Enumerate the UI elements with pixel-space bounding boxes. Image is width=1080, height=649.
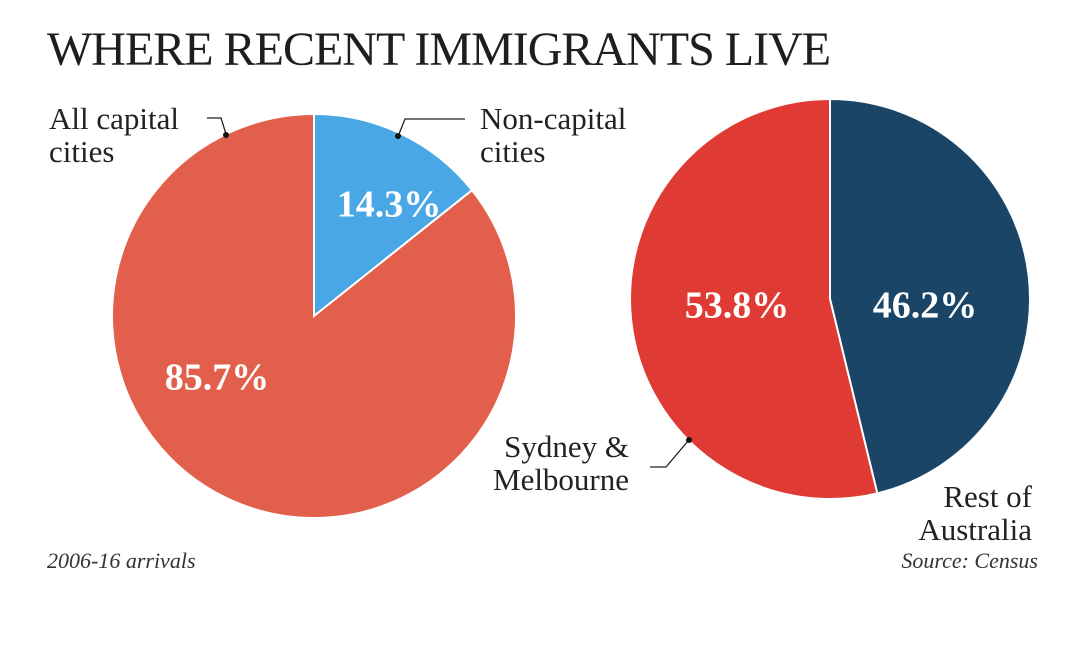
pie-slice-rest-of-australia (829, 97, 1032, 495)
pie-slice-non-capital-cities (313, 112, 474, 319)
label-line: Rest of (943, 479, 1032, 514)
label-sydney-melbourne: Sydney & Melbourne (493, 430, 629, 496)
label-line: Melbourne (493, 462, 630, 497)
leader-non-capital-cities (398, 118, 465, 135)
leader-dot-all-capital-cities (223, 132, 229, 138)
leader-sydney-melbourne (650, 440, 689, 468)
label-line: Sydney & (504, 429, 630, 464)
footnote-arrivals: 2006-16 arrivals (47, 548, 196, 573)
data-label-non-capital-cities: 14.3% (337, 184, 442, 226)
leader-dot-sydney-melbourne (686, 437, 692, 443)
pie-chart-sydney-melbourne: 46.2% 53.8% (629, 97, 1032, 500)
label-line: Australia (918, 512, 1032, 547)
leader-all-capital-cities (207, 117, 227, 135)
pie-chart-capital-cities: 14.3% 85.7% (111, 112, 517, 519)
data-label-sydney-and-melbourne: 53.8% (685, 285, 790, 327)
chart-title: WHERE RECENT IMMIGRANTS LIVE (47, 23, 831, 76)
footnote-source: Source: Census (901, 548, 1038, 573)
label-all-capital-cities: All capital cities (49, 102, 179, 168)
label-non-capital-cities: Non-capital cities (480, 102, 626, 168)
label-line: Non-capital (480, 101, 627, 136)
label-line: cities (49, 134, 115, 169)
label-leaders (207, 117, 692, 468)
label-line: All capital (49, 101, 179, 136)
data-label-all-capital-cities: 85.7% (165, 357, 270, 399)
data-label-rest-of-australia: 46.2% (873, 285, 978, 327)
pie-slice-sydney-and-melbourne (629, 97, 879, 500)
leader-dot-non-capital-cities (395, 133, 401, 139)
label-rest-of-australia: Rest of Australia (918, 480, 1032, 546)
label-line: cities (480, 134, 546, 169)
pie-slice-all-capital-cities (111, 112, 517, 519)
